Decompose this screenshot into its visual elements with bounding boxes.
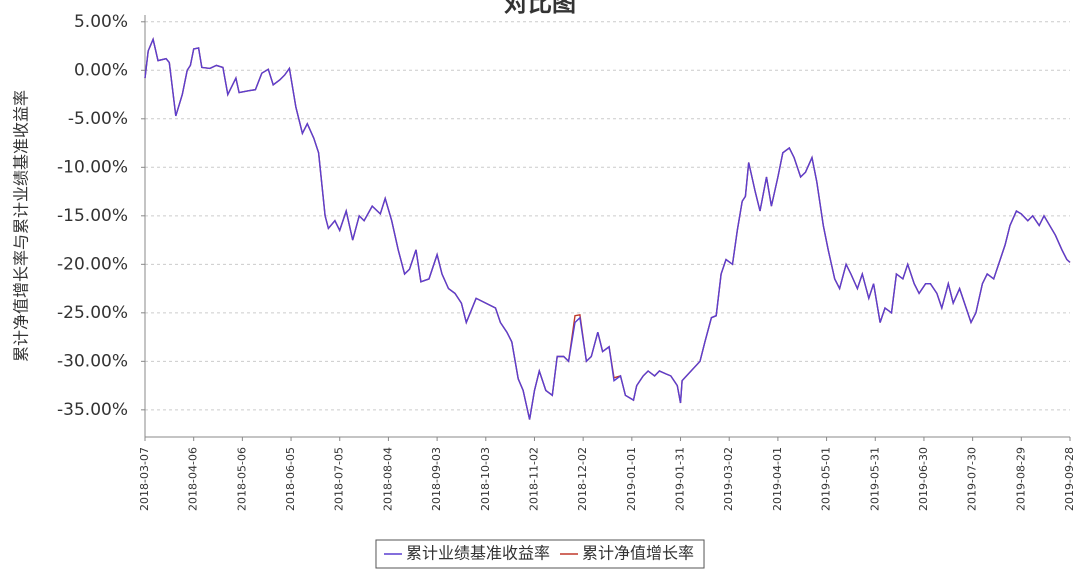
legend: 累计业绩基准收益率 累计净值增长率 [375, 539, 705, 569]
y-tick-label: -20.00% [57, 254, 128, 274]
x-tick-label: 2018-07-05 [333, 447, 346, 511]
x-tick-label: 2018-09-03 [430, 447, 443, 511]
x-tick-label: 2018-04-06 [187, 447, 200, 511]
y-axis-label: 累计净值增长率与累计业绩基准收益率 [12, 90, 31, 362]
chart-title: 对比图 [504, 0, 576, 17]
series-line [144, 37, 1071, 420]
x-tick-label: 2018-12-02 [576, 447, 589, 511]
legend-box [375, 539, 705, 569]
y-tick-label: 5.00% [74, 12, 128, 32]
x-tick-label: 2019-05-31 [868, 447, 881, 511]
y-tick-label: 0.00% [74, 60, 128, 80]
y-tick-label: -30.00% [57, 351, 128, 371]
x-tick-label: 2018-10-03 [479, 447, 492, 511]
x-tick-label: 2019-04-01 [771, 447, 784, 511]
x-tick-label: 2019-06-30 [917, 447, 930, 511]
x-tick-label: 2018-03-07 [138, 447, 151, 511]
plot-area [145, 15, 1070, 437]
legend-label: 累计业绩基准收益率 [406, 544, 550, 563]
x-tick-label: 2019-05-01 [820, 447, 833, 511]
y-tick-label: -10.00% [57, 157, 128, 177]
x-tick-label: 2018-05-06 [235, 447, 248, 511]
x-tick-label: 2019-03-02 [722, 447, 735, 511]
x-tick-label: 2018-11-02 [527, 447, 540, 511]
y-tick-label: -25.00% [57, 303, 128, 323]
x-tick-label: 2019-07-30 [966, 447, 979, 511]
y-tick-label: -15.00% [57, 206, 128, 226]
y-tick-label: -5.00% [68, 109, 128, 129]
y-tick-label: -35.00% [57, 400, 128, 420]
x-tick-label: 2019-09-28 [1063, 447, 1075, 511]
x-tick-label: 2018-08-04 [381, 447, 394, 511]
x-tick-label: 2018-06-05 [284, 447, 297, 511]
x-tick-label: 2019-01-31 [674, 447, 687, 511]
x-tick-label: 2019-01-01 [625, 447, 638, 511]
x-tick-label: 2019-08-29 [1014, 447, 1027, 511]
legend-label: 累计净值增长率 [582, 544, 694, 563]
